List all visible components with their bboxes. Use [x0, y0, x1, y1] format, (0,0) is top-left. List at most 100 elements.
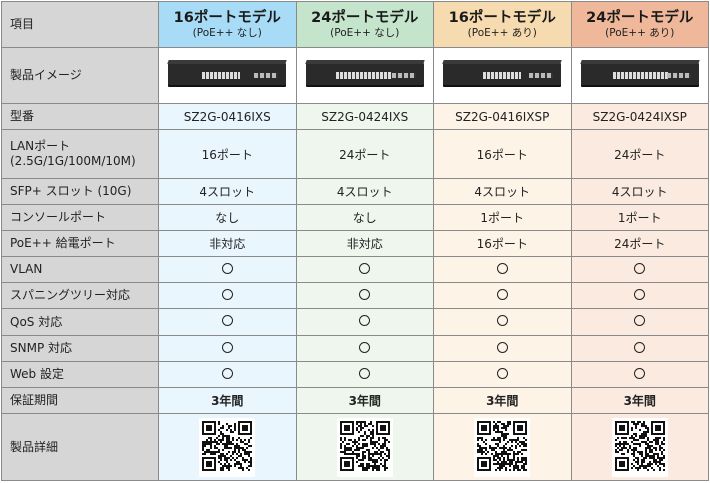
model-sub: (PoE++ なし): [330, 27, 400, 39]
supported-circle-icon: [496, 341, 508, 353]
model-sub: (PoE++ なし): [192, 27, 262, 39]
supported-circle-icon: [634, 315, 646, 326]
row-label: コンソールポート: [1, 204, 159, 231]
switch-image: [580, 63, 699, 85]
row-label-text: QoS 対応: [10, 314, 63, 329]
row-label: LANポート (2.5G/1G/100M/10M): [1, 129, 159, 179]
supported-circle-icon: [634, 341, 646, 353]
vlan-row: VLAN: [1, 256, 709, 283]
model-row: 型番 SZ2G-0416IXS SZ2G-0424IXS SZ2G-0416IXSP S…: [1, 103, 709, 130]
warranty-row: 保証期間 3年間 3年間 3年間 3年間: [1, 387, 709, 414]
supported-circle-icon: [359, 262, 371, 274]
snmp-row: SNMP 対応: [1, 335, 709, 362]
row-label: スパニングツリー対応: [1, 282, 159, 309]
product-image: [295, 47, 434, 104]
model-header: 16ポートモデル (PoE++ あり): [433, 1, 572, 48]
model-title: 16ポートモデル: [173, 10, 281, 26]
image-row: 製品イメージ: [1, 47, 709, 104]
support-cell: [433, 361, 572, 388]
qr-cell: [433, 413, 572, 481]
supported-circle-icon: [221, 262, 233, 274]
switch-image: [168, 63, 287, 85]
support-cell: [433, 256, 572, 283]
row-label: 製品イメージ: [1, 47, 159, 104]
value-cell: 4スロット: [570, 178, 709, 205]
value-cell: 16ポート: [433, 230, 572, 257]
support-cell: [295, 361, 434, 388]
qr-code-icon[interactable]: [336, 417, 393, 477]
supported-circle-icon: [359, 341, 371, 353]
product-image: [570, 47, 709, 104]
row-label: 型番: [1, 103, 159, 130]
value-cell: なし: [295, 204, 434, 231]
stp-row: スパニングツリー対応: [1, 282, 709, 309]
row-label: 製品詳細: [1, 413, 159, 481]
support-cell: [570, 282, 709, 309]
row-label-text: Web 設定: [10, 367, 64, 381]
qr-cell: [570, 413, 709, 481]
model-header: 24ポートモデル (PoE++ あり): [570, 1, 709, 48]
support-cell: [158, 282, 297, 309]
row-label-text: 保証期間: [10, 393, 59, 407]
support-cell: [433, 308, 572, 336]
supported-circle-icon: [634, 288, 646, 300]
row-label-text: スパニングツリー対応: [10, 288, 131, 302]
qos-row: QoS 対応: [1, 308, 709, 336]
value-cell: SZ2G-0424IXSP: [570, 103, 709, 130]
row-label: Web 設定: [1, 361, 159, 388]
qr-code-icon[interactable]: [199, 417, 256, 477]
detail-row: 製品詳細: [1, 413, 709, 481]
value-cell: SZ2G-0416IXS: [158, 103, 297, 130]
support-cell: [433, 282, 572, 309]
supported-circle-icon: [496, 262, 508, 274]
sfp-row: SFP+ スロット (10G) 4スロット 4スロット 4スロット 4スロット: [1, 178, 709, 205]
switch-image: [443, 63, 562, 85]
row-label-text: 型番: [10, 109, 35, 123]
supported-circle-icon: [359, 315, 371, 326]
row-label: VLAN: [1, 256, 159, 283]
row-label: QoS 対応: [1, 308, 159, 336]
header-label: 項目: [1, 1, 159, 48]
row-label-text: コンソールポート: [10, 210, 107, 224]
value-cell: 1ポート: [570, 204, 709, 231]
support-cell: [158, 308, 297, 336]
product-image: [433, 47, 572, 104]
value-cell: なし: [158, 204, 297, 231]
value-cell: SZ2G-0424IXS: [295, 103, 434, 130]
row-label-text: SFP+ スロット (10G): [10, 184, 132, 198]
switch-image: [305, 63, 424, 85]
product-image: [158, 47, 297, 104]
support-cell: [570, 335, 709, 362]
row-label: SNMP 対応: [1, 335, 159, 362]
support-cell: [158, 361, 297, 388]
model-title: 24ポートモデル: [311, 10, 419, 26]
value-cell: 非対応: [158, 230, 297, 257]
model-sub: (PoE++ あり): [467, 27, 537, 39]
lan-row: LANポート (2.5G/1G/100M/10M) 16ポート 24ポート 16ポート 2…: [1, 129, 709, 179]
support-cell: [295, 256, 434, 283]
support-cell: [295, 335, 434, 362]
model-header: 24ポートモデル (PoE++ なし): [295, 1, 434, 48]
qr-code-icon[interactable]: [474, 417, 531, 477]
support-cell: [433, 335, 572, 362]
poe-row: PoE++ 給電ポート 非対応 非対応 16ポート 24ポート: [1, 230, 709, 257]
model-title: 16ポートモデル: [448, 10, 556, 26]
header-row: 項目 16ポートモデル (PoE++ なし) 24ポートモデル (PoE++ なし)…: [1, 1, 709, 48]
qr-code-icon[interactable]: [611, 417, 668, 477]
value-cell: 4スロット: [158, 178, 297, 205]
supported-circle-icon: [221, 288, 233, 300]
web-row: Web 設定: [1, 361, 709, 388]
support-cell: [158, 335, 297, 362]
row-label-text: PoE++ 給電ポート: [10, 236, 116, 250]
value-cell: 3年間: [433, 387, 572, 414]
supported-circle-icon: [634, 367, 646, 379]
row-label: 保証期間: [1, 387, 159, 414]
row-label-sub: (2.5G/1G/100M/10M): [10, 154, 136, 168]
supported-circle-icon: [359, 288, 371, 300]
model-header: 16ポートモデル (PoE++ なし): [158, 1, 297, 48]
support-cell: [295, 308, 434, 336]
model-title: 24ポートモデル: [586, 10, 694, 26]
value-cell: 16ポート: [433, 129, 572, 179]
row-label-text: LANポート: [10, 139, 71, 153]
